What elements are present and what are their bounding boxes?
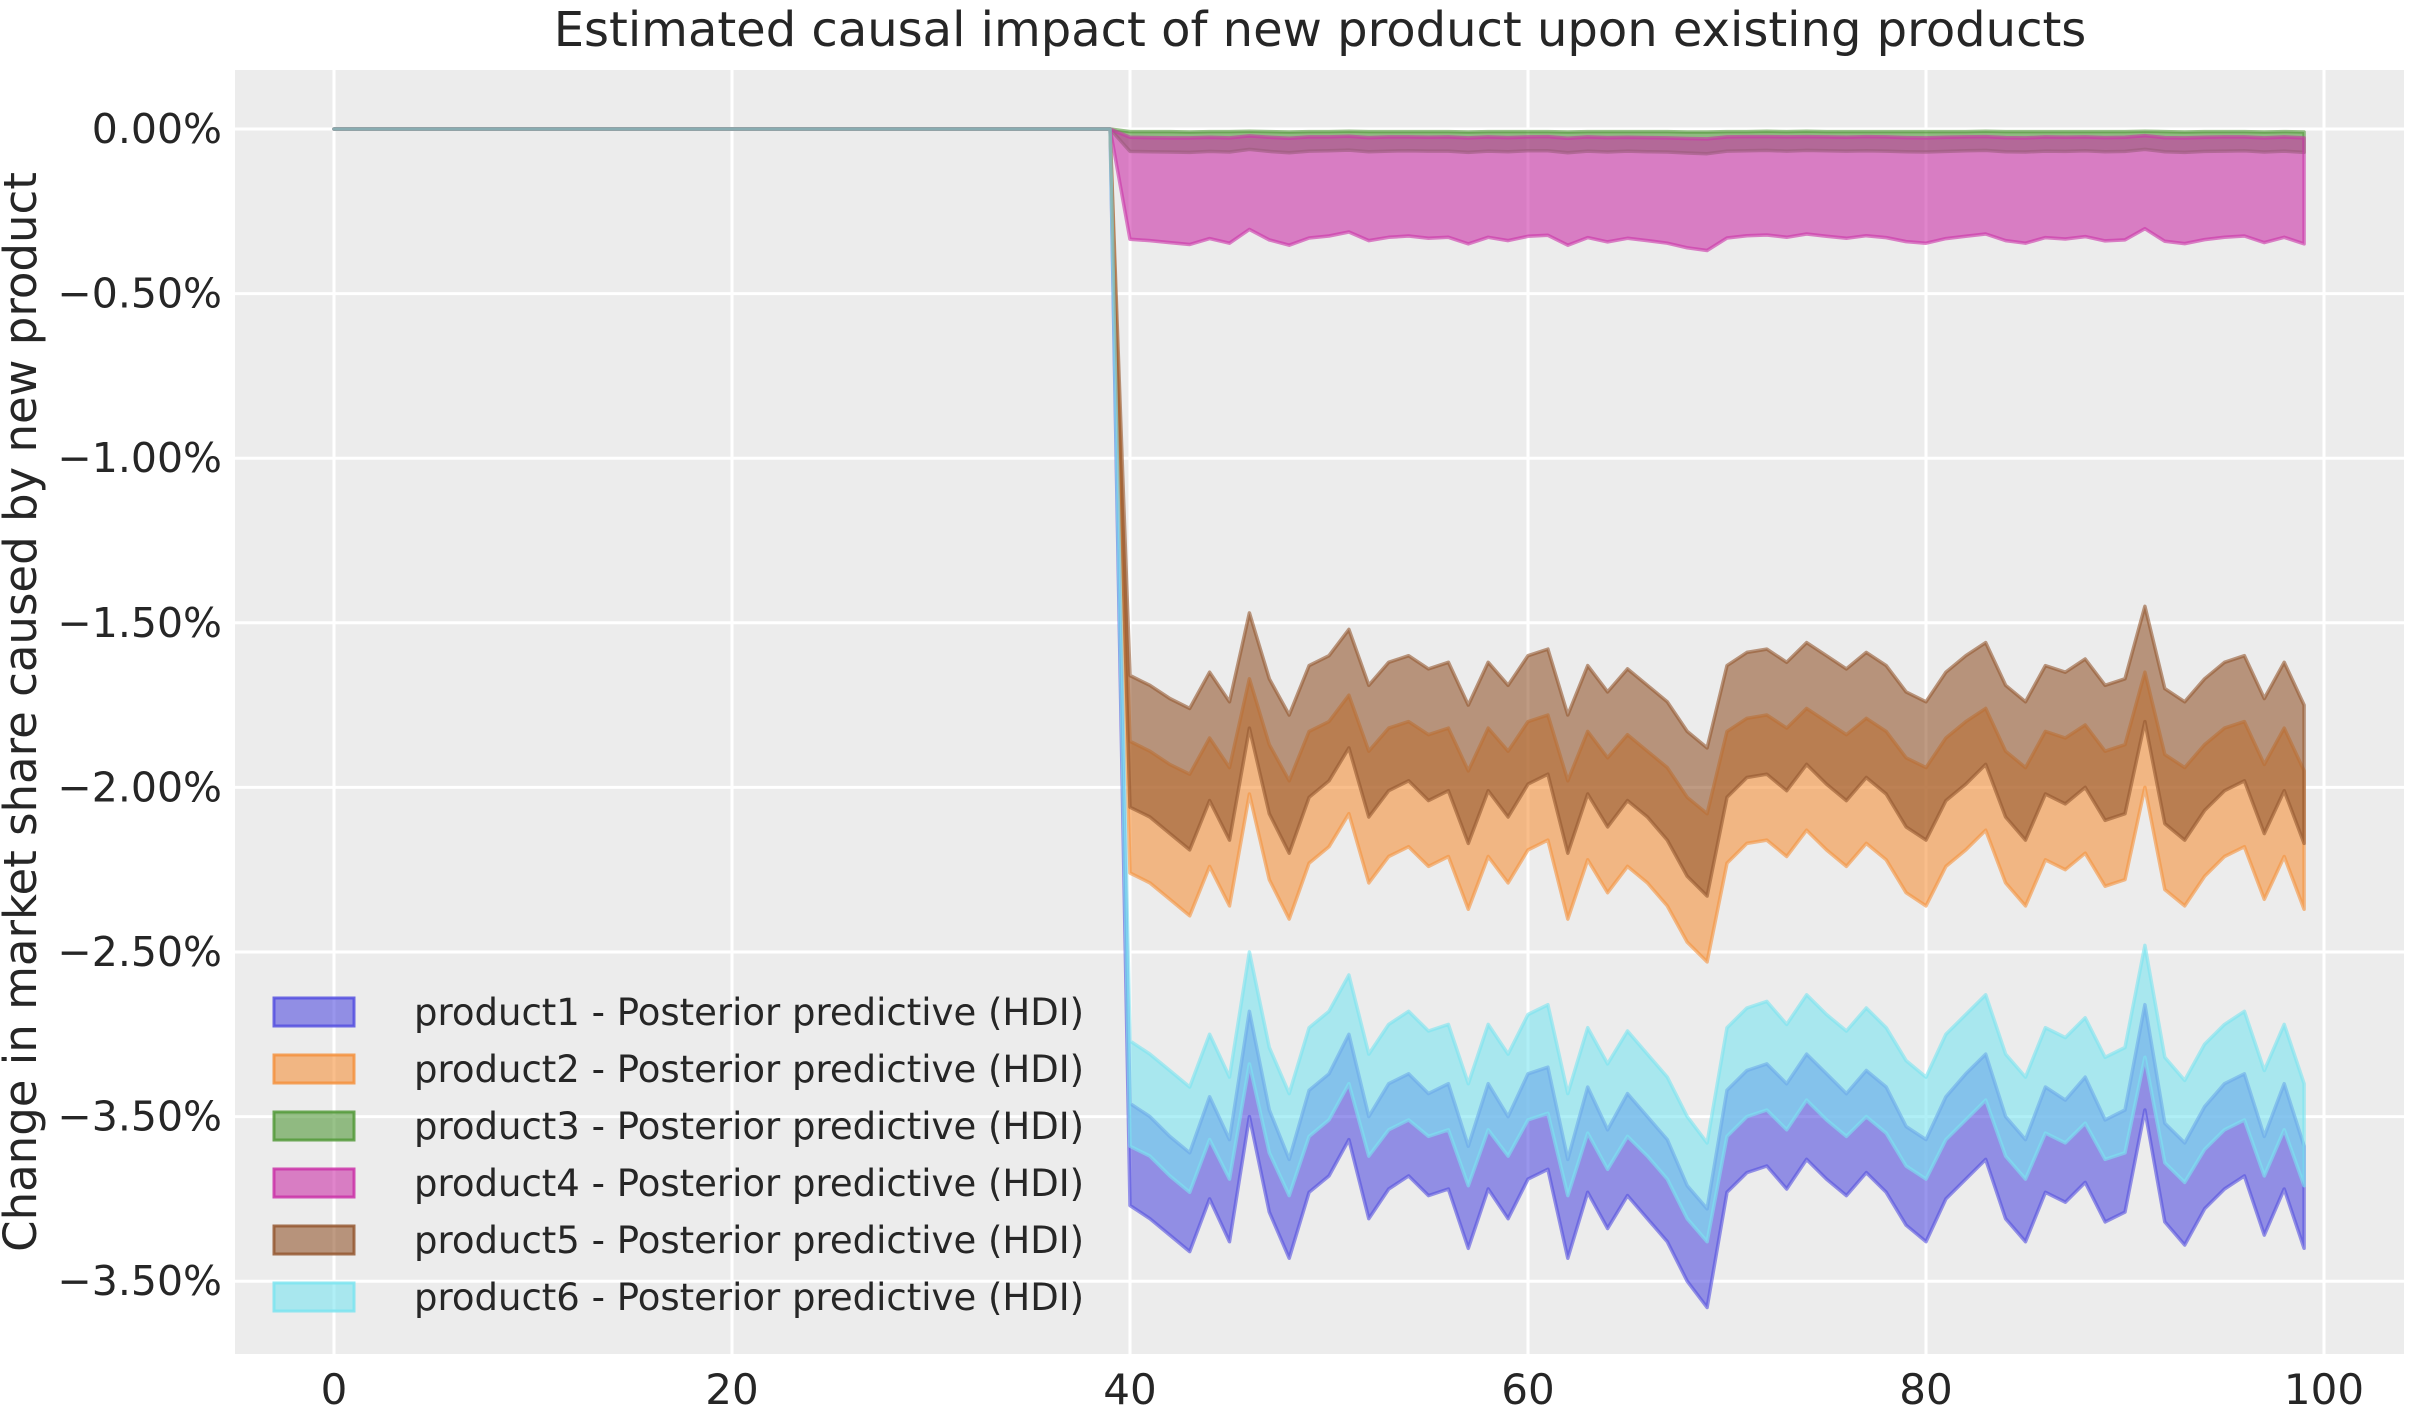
x-tick-label-40: 40 — [1103, 1365, 1156, 1414]
legend-row-product4: product4 - Posterior predictive (HDI) — [272, 1162, 1084, 1205]
legend-label-product2: product2 - Posterior predictive (HDI) — [414, 1048, 1084, 1091]
y-tick-label-−0.50%: −0.50% — [57, 270, 222, 318]
y-tick-label-−3.50%: −3.50% — [57, 1257, 222, 1305]
y-tick-label-−2.50%: −2.50% — [57, 928, 222, 976]
x-tick-label-100: 100 — [2284, 1365, 2364, 1414]
legend: product1 - Posterior predictive (HDI) pro… — [272, 991, 1084, 1319]
legend-row-product5: product5 - Posterior predictive (HDI) — [272, 1219, 1084, 1262]
hdi-band-product6 — [332, 127, 2306, 1244]
y-tick-label-−2.00%: −2.00% — [57, 763, 222, 811]
hdi-bands — [332, 127, 2306, 1310]
legend-swatch-product1 — [272, 996, 356, 1028]
y-axis-label: Change in market share caused by new pro… — [0, 172, 47, 1252]
legend-label-product3: product3 - Posterior predictive (HDI) — [414, 1105, 1084, 1148]
legend-swatch-product3 — [272, 1110, 356, 1142]
legend-row-product1: product1 - Posterior predictive (HDI) — [272, 991, 1084, 1034]
legend-swatch-product2 — [272, 1053, 356, 1085]
chart-title: Estimated causal impact of new product u… — [554, 2, 2087, 58]
legend-label-product5: product5 - Posterior predictive (HDI) — [414, 1219, 1084, 1262]
legend-label-product4: product4 - Posterior predictive (HDI) — [414, 1162, 1084, 1205]
legend-swatch-product4 — [272, 1167, 356, 1199]
legend-swatch-product6 — [272, 1281, 356, 1313]
legend-label-product6: product6 - Posterior predictive (HDI) — [414, 1276, 1084, 1319]
legend-row-product6: product6 - Posterior predictive (HDI) — [272, 1276, 1084, 1319]
y-tick-label-−3.50%: −3.50% — [57, 1093, 222, 1141]
legend-row-product2: product2 - Posterior predictive (HDI) — [272, 1048, 1084, 1091]
hdi-band-product4 — [332, 127, 2306, 253]
x-tick-label-80: 80 — [1899, 1365, 1952, 1414]
y-tick-label-−1.00%: −1.00% — [57, 434, 222, 482]
x-tick-label-0: 0 — [321, 1365, 348, 1414]
y-tick-labels: 0.00% −0.50% −1.00% −1.50% −2.00% −2.50% −3.50… — [57, 105, 222, 1305]
x-tick-label-60: 60 — [1501, 1365, 1554, 1414]
legend-swatch-product5 — [272, 1224, 356, 1256]
hdi-band-product5 — [332, 127, 2306, 898]
y-tick-label-0.00%: 0.00% — [92, 105, 222, 153]
legend-row-product3: product3 - Posterior predictive (HDI) — [272, 1105, 1084, 1148]
x-tick-labels: 0 20 40 60 80 100 — [321, 1365, 2364, 1414]
legend-label-product1: product1 - Posterior predictive (HDI) — [414, 991, 1084, 1034]
y-tick-label-−1.50%: −1.50% — [57, 599, 222, 647]
x-tick-label-20: 20 — [705, 1365, 758, 1414]
